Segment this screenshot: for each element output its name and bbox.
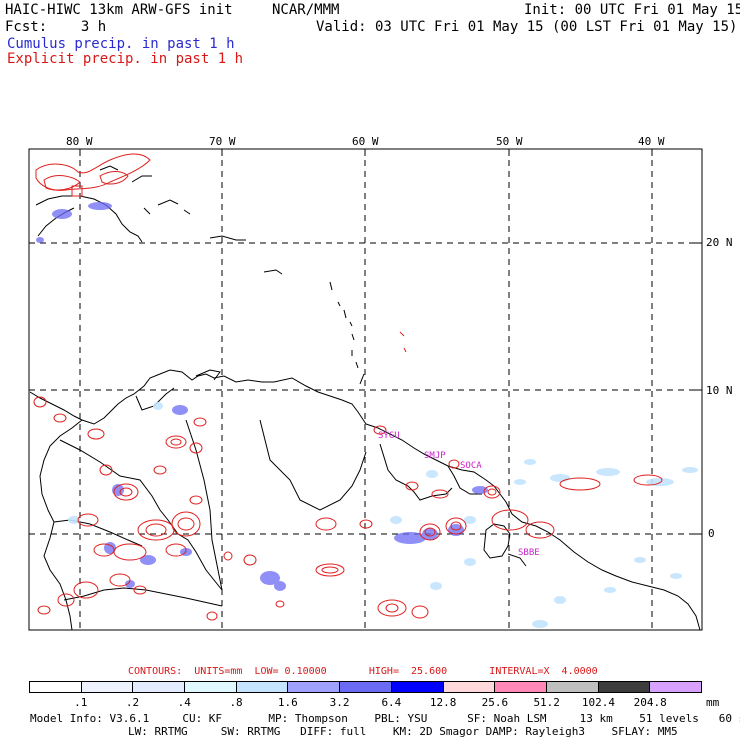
colorbar-swatch bbox=[287, 682, 340, 692]
contours-info: CONTOURS: UNITS=mm LOW= 0.10000 HIGH= 25… bbox=[128, 666, 598, 677]
colorbar-tick-label: 102.4 bbox=[581, 696, 616, 709]
lon-label-40w: 40 W bbox=[638, 135, 665, 148]
colorbar-tick-label: 12.8 bbox=[429, 696, 457, 709]
colorbar-swatch bbox=[235, 682, 288, 692]
colorbar-swatch bbox=[80, 682, 133, 692]
colorbar-tick-label: .2 bbox=[125, 696, 140, 709]
precip-colorbar bbox=[29, 681, 702, 693]
contours-label: CONTOURS: bbox=[128, 666, 183, 677]
lon-label-80w: 80 W bbox=[66, 135, 93, 148]
colorbar-swatch bbox=[339, 682, 391, 692]
station-label: SMJP bbox=[424, 451, 446, 461]
lat-label-10n: 10 N bbox=[706, 384, 733, 397]
valid-time: Valid: 03 UTC Fri 01 May 15 (00 LST Fri … bbox=[316, 19, 738, 35]
legend-explicit: Explicit precip. in past 1 h bbox=[7, 51, 244, 67]
colorbar-unit: mm bbox=[706, 696, 720, 709]
colorbar-swatch bbox=[132, 682, 185, 692]
lon-label-60w: 60 W bbox=[352, 135, 379, 148]
colorbar-tick-label: .1 bbox=[74, 696, 88, 709]
station-label: SBBE bbox=[518, 548, 540, 558]
colorbar-tick-label: .4 bbox=[177, 696, 191, 709]
frame-ticks bbox=[79, 149, 702, 535]
colorbar-swatch bbox=[442, 682, 495, 692]
plot-source: NCAR/MMM bbox=[272, 2, 340, 18]
contours-high: HIGH= 25.600 bbox=[368, 666, 448, 677]
model-info-line-1: Model Info: V3.6.1 CU: KF MP: Thompson P… bbox=[30, 712, 740, 725]
colorbar-tick-label: 3.2 bbox=[329, 696, 350, 709]
colorbar-tick-label: 1.6 bbox=[277, 696, 298, 709]
colorbar-swatch bbox=[494, 682, 546, 692]
contours-units: UNITS=mm bbox=[194, 666, 243, 677]
colorbar-tick-label: .8 bbox=[229, 696, 243, 709]
colorbar-swatch bbox=[597, 682, 650, 692]
lat-label-20n: 20 N bbox=[706, 236, 733, 249]
light-precip bbox=[68, 402, 698, 628]
coastlines bbox=[29, 165, 701, 631]
colorbar-tick-label: 25.6 bbox=[481, 696, 509, 709]
colorbar-tick-label: 204.8 bbox=[633, 696, 667, 709]
contours-interval: INTERVAL=X 4.0000 bbox=[489, 666, 598, 677]
station-label: SYGU bbox=[378, 431, 400, 441]
cumulus-precip bbox=[36, 202, 488, 591]
legend-cumulus: Cumulus precip. in past 1 h bbox=[7, 36, 235, 52]
init-time: Init: 00 UTC Fri 01 May 15 bbox=[524, 2, 740, 18]
lon-label-50w: 50 W bbox=[496, 135, 523, 148]
plot-title: HAIC-HIWC 13km ARW-GFS init bbox=[5, 2, 233, 18]
explicit-precip-contours bbox=[33, 153, 663, 621]
colorbar-swatch bbox=[184, 682, 236, 692]
colorbar-swatch bbox=[545, 682, 598, 692]
graticule bbox=[29, 149, 702, 630]
model-info-line-2: LW: RRTMG SW: RRTMG DIFF: full KM: 2D Sm… bbox=[128, 725, 678, 738]
lon-label-70w: 70 W bbox=[209, 135, 236, 148]
lat-label-0: 0 bbox=[708, 527, 715, 540]
colorbar-swatch bbox=[30, 682, 81, 692]
colorbar-swatch bbox=[390, 682, 443, 692]
forecast-hour: Fcst: 3 h bbox=[5, 19, 107, 35]
station-label: SOCA bbox=[460, 461, 482, 471]
colorbar-tick-label: 6.4 bbox=[381, 696, 402, 709]
colorbar-tick-label: 51.2 bbox=[533, 696, 560, 709]
contours-low: LOW= 0.10000 bbox=[254, 666, 327, 677]
colorbar-swatch bbox=[649, 682, 701, 692]
